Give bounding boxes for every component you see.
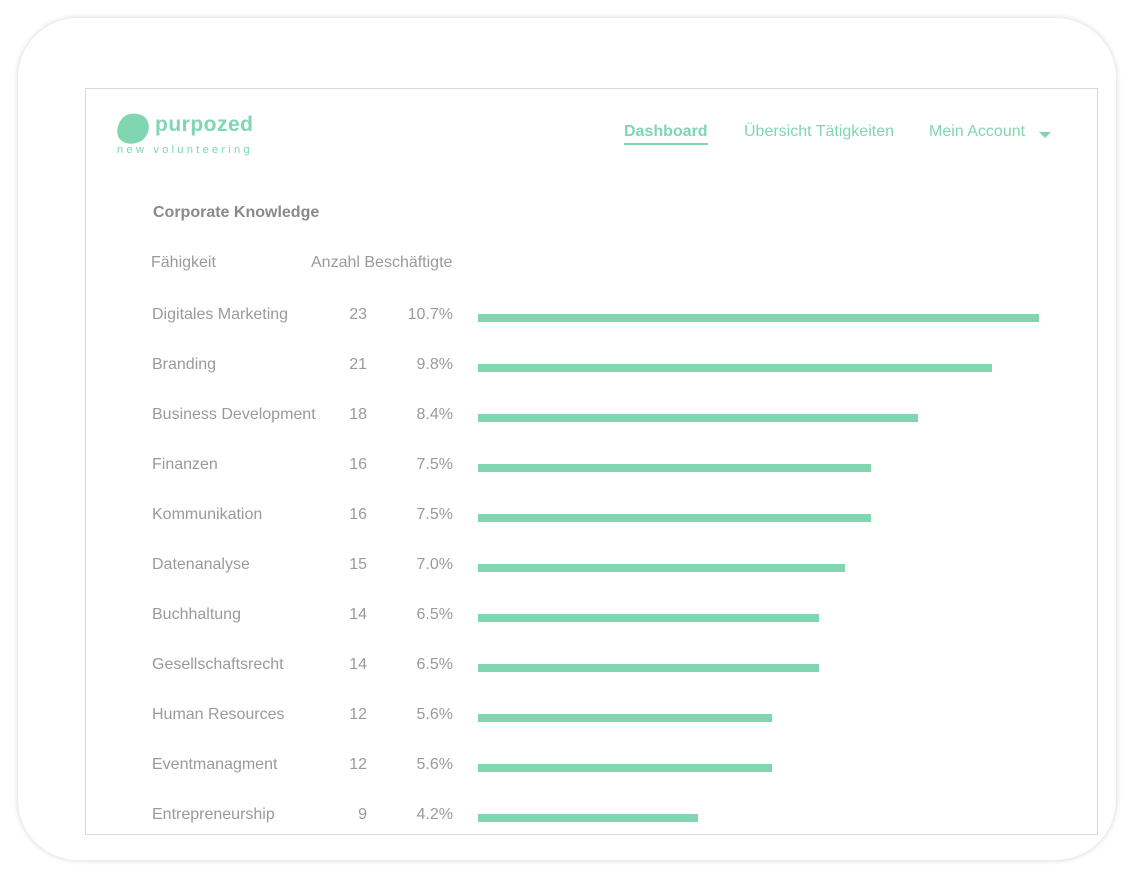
section-title: Corporate Knowledge: [153, 204, 320, 221]
table-row: Kommunikation 16 7.5%: [86, 506, 1097, 536]
skill-bar: [478, 364, 992, 372]
employee-count: 14: [349, 606, 367, 623]
skill-bar: [478, 764, 772, 772]
column-header-count: Anzahl Beschäftigte: [311, 254, 453, 271]
logo-blob-icon: [117, 113, 149, 144]
nav-overview[interactable]: Übersicht Tätigkeiten: [744, 123, 894, 140]
employee-count: 16: [349, 456, 367, 473]
skill-label: Gesellschaftsrecht: [152, 656, 284, 673]
skill-label: Branding: [152, 356, 217, 373]
column-header-skill: Fähigkeit: [151, 254, 216, 271]
table-row: Eventmanagment 12 5.6%: [86, 756, 1097, 786]
skill-bar: [478, 564, 845, 572]
skill-label: Datenanalyse: [152, 556, 250, 573]
nav-account[interactable]: Mein Account: [929, 123, 1026, 140]
table-row: Business Development 18 8.4%: [86, 406, 1097, 436]
employee-count: 9: [358, 806, 367, 823]
brand-tagline: new volunteering: [117, 144, 253, 156]
percent-value: 9.8%: [416, 356, 453, 373]
percent-value: 6.5%: [416, 606, 453, 623]
table-row: Datenanalyse 15 7.0%: [86, 556, 1097, 586]
table-row: Branding 21 9.8%: [86, 356, 1097, 386]
employee-count: 15: [349, 556, 367, 573]
skill-bar: [478, 314, 1039, 322]
percent-value: 4.2%: [416, 806, 453, 823]
employee-count: 12: [349, 706, 367, 723]
device-frame: purpozed new volunteering Dashboard Über…: [18, 18, 1116, 860]
skill-bar: [478, 414, 918, 422]
employee-count: 12: [349, 756, 367, 773]
skill-label: Finanzen: [152, 456, 218, 473]
percent-value: 10.7%: [407, 306, 453, 323]
skill-bar: [478, 464, 871, 472]
percent-value: 8.4%: [416, 406, 453, 423]
percent-value: 7.0%: [416, 556, 453, 573]
table-row: Digitales Marketing 23 10.7%: [86, 306, 1097, 336]
table-row: Human Resources 12 5.6%: [86, 706, 1097, 736]
brand-name: purpozed: [155, 113, 254, 136]
table-row: Finanzen 16 7.5%: [86, 456, 1097, 486]
skill-label: Kommunikation: [152, 506, 263, 523]
table-row: Entrepreneurship 9 4.2%: [86, 806, 1097, 834]
percent-value: 6.5%: [416, 656, 453, 673]
table-row: Gesellschaftsrecht 14 6.5%: [86, 656, 1097, 686]
employee-count: 23: [349, 306, 367, 323]
skill-label: Digitales Marketing: [152, 306, 289, 323]
percent-value: 7.5%: [416, 456, 453, 473]
nav-dashboard[interactable]: Dashboard: [624, 123, 708, 145]
skill-label: Buchhaltung: [152, 606, 241, 623]
skill-bar: [478, 714, 772, 722]
percent-value: 5.6%: [416, 756, 453, 773]
table-row: Buchhaltung 14 6.5%: [86, 606, 1097, 636]
skill-label: Business Development: [152, 406, 316, 423]
employee-count: 21: [349, 356, 367, 373]
skill-bar: [478, 814, 698, 822]
employee-count: 14: [349, 656, 367, 673]
skill-label: Entrepreneurship: [152, 806, 275, 823]
skill-label: Eventmanagment: [152, 756, 278, 773]
chevron-down-icon[interactable]: [1039, 132, 1051, 138]
percent-value: 7.5%: [416, 506, 453, 523]
dashboard-screen: purpozed new volunteering Dashboard Über…: [85, 88, 1098, 835]
percent-value: 5.6%: [416, 706, 453, 723]
employee-count: 18: [349, 406, 367, 423]
employee-count: 16: [349, 506, 367, 523]
skill-bar: [478, 514, 871, 522]
skill-bar: [478, 664, 819, 672]
skill-bar: [478, 614, 819, 622]
skill-label: Human Resources: [152, 706, 285, 723]
